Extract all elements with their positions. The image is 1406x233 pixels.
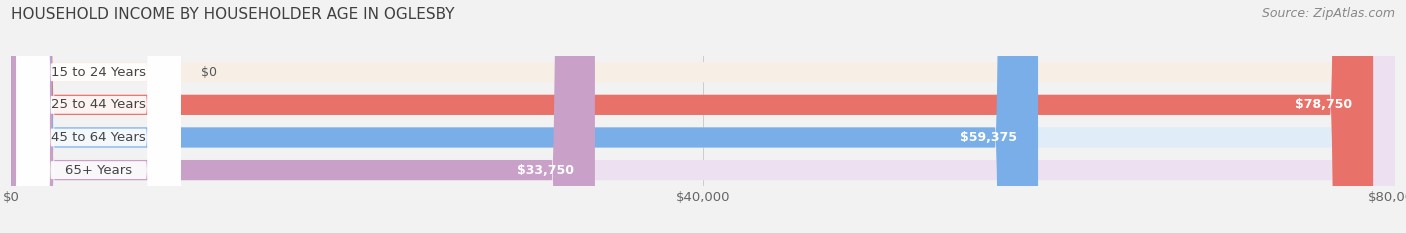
- FancyBboxPatch shape: [11, 0, 1395, 233]
- FancyBboxPatch shape: [11, 0, 1395, 233]
- Text: 45 to 64 Years: 45 to 64 Years: [51, 131, 146, 144]
- FancyBboxPatch shape: [17, 0, 181, 233]
- Text: 65+ Years: 65+ Years: [65, 164, 132, 177]
- FancyBboxPatch shape: [11, 0, 1374, 233]
- Text: HOUSEHOLD INCOME BY HOUSEHOLDER AGE IN OGLESBY: HOUSEHOLD INCOME BY HOUSEHOLDER AGE IN O…: [11, 7, 454, 22]
- FancyBboxPatch shape: [11, 0, 595, 233]
- Text: 15 to 24 Years: 15 to 24 Years: [51, 66, 146, 79]
- Text: $33,750: $33,750: [517, 164, 574, 177]
- FancyBboxPatch shape: [11, 0, 1038, 233]
- FancyBboxPatch shape: [11, 0, 1395, 233]
- Text: Source: ZipAtlas.com: Source: ZipAtlas.com: [1261, 7, 1395, 20]
- Text: $0: $0: [201, 66, 218, 79]
- Text: $59,375: $59,375: [960, 131, 1018, 144]
- Text: 25 to 44 Years: 25 to 44 Years: [51, 98, 146, 111]
- Text: $78,750: $78,750: [1295, 98, 1353, 111]
- FancyBboxPatch shape: [17, 0, 181, 233]
- FancyBboxPatch shape: [17, 0, 181, 233]
- FancyBboxPatch shape: [11, 0, 1395, 233]
- FancyBboxPatch shape: [17, 0, 181, 233]
